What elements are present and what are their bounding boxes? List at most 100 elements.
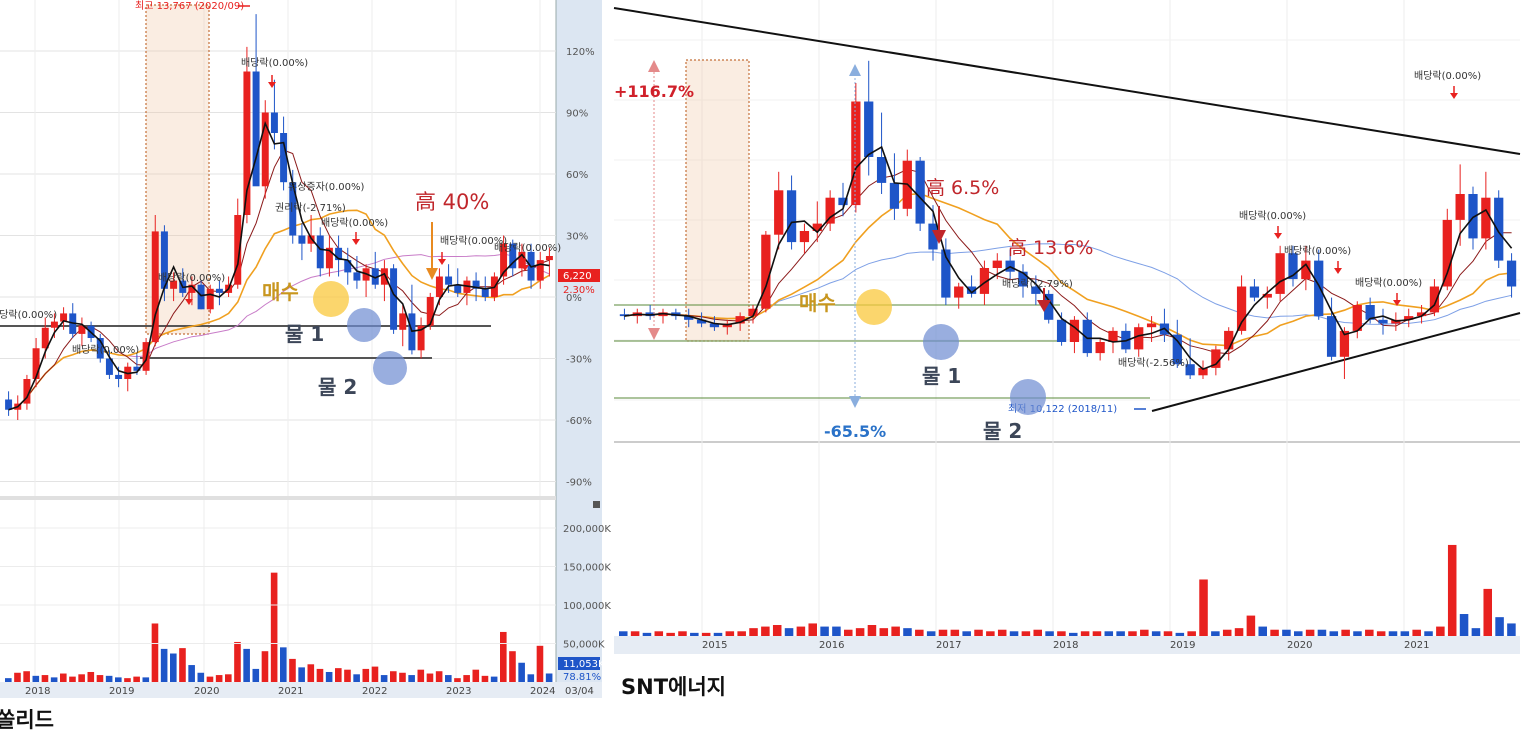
right-volume-bar [1317,629,1327,636]
left-volume-bar [206,676,214,682]
right-candle-body [992,260,1002,268]
right-candle-body [786,190,797,243]
right-volume-bar [1080,631,1090,636]
right-volume-bar [1211,631,1220,636]
right-candle-body [1404,316,1414,320]
left-volume-bar [298,667,305,682]
right-pct-down: -65.5% [824,422,886,441]
left-volume-bar [289,658,296,682]
right-volume-bar [1424,631,1433,636]
left-volume-bar [170,653,177,682]
right-dividend-arrow-head [1274,233,1282,239]
right-ma-short [624,168,1512,355]
left-x-tick-label: 2020 [194,686,219,697]
left-candle-body [289,182,297,236]
right-dividend-arrow-head [1393,300,1401,306]
right-volume-bar [1305,629,1315,636]
right-highlight-box [685,59,750,342]
right-volume-bar [1199,579,1208,636]
right-candle-body [1301,260,1311,280]
left-dividend-label: 배당락(0.00%) [72,344,139,356]
right-candle-body [889,182,900,209]
left-candle-body [316,235,324,269]
left-dividend-label: 배당락(0.00%) [0,309,57,321]
left-volume-bar [454,678,461,682]
left-volume-bar [188,665,195,682]
right-volume-bar [666,632,675,636]
left-volume-bar [234,641,241,682]
left-candle-body [215,288,223,293]
right-dividend-neg2: 배당락(-2.56%) [1118,357,1189,369]
right-candle-body [966,286,977,294]
right-candle-body [1506,260,1517,287]
left-volume-bar [307,664,315,682]
right-volume-bar [1495,617,1504,636]
right-volume-bar [784,628,794,636]
right-pct-up: +116.7% [614,82,694,101]
left-dividend-arrow-head [438,259,446,265]
right-dividend-label: 배당락(0.00%) [1355,277,1422,289]
left-volume-bar [270,572,278,682]
right-volume-bar [1140,629,1149,636]
right-candle-body [941,249,951,298]
left-volume-bar [280,647,287,682]
left-volume-bar [151,623,159,682]
left-volume-bar [435,671,443,682]
left-y-tick-label: 60% [566,170,588,181]
right-dividend-arrow-head [1334,268,1342,274]
left-volume-bar [509,651,516,682]
left-volume-bar [261,651,269,682]
right-volume-bar [1270,629,1279,636]
right-dividend-neg: 배당락(-2.79%) [1002,278,1073,290]
right-candle-body [928,223,938,250]
right-candle-body [864,101,874,157]
left-volume-bar [243,648,250,682]
right-dividend-label: 배당락(0.00%) [1239,210,1306,222]
left-volume-bar [142,677,150,682]
right-volume-bar [1104,631,1114,636]
right-volume-bar [1459,614,1469,636]
left-water2-marker [373,351,407,385]
right-volume-bar [820,626,829,636]
right-candle-body [1481,197,1491,239]
left-y-tick-label: 90% [566,109,588,120]
right-volume-bar [1163,631,1173,636]
right-volume-bar [1128,631,1137,636]
right-candle-body [1339,330,1350,357]
right-volume-bar [1341,629,1350,636]
left-price-badge-text: 6,220 [563,271,592,282]
right-volume-bar [1092,631,1102,636]
left-candle-body [545,256,553,261]
right-candle-body [1236,286,1247,331]
right-candle-body [696,319,707,324]
right-candle-body [825,197,835,224]
left-volume-bar [50,677,58,682]
right-x-tick-label: 2017 [936,640,961,651]
left-volume-bar [463,675,470,682]
right-candle-body [1416,312,1427,317]
right-buy-label: 매수 [799,291,836,315]
left-candle-body [96,338,104,359]
right-candle-body [1172,334,1182,365]
left-water1-label: 물 1 [285,322,324,346]
left-candle-body [32,348,40,379]
left-volume-bar [14,672,21,682]
right-candle-body [1262,293,1272,298]
right-volume-bar [832,626,841,636]
left-volume-bar [545,673,553,682]
left-price-badge [558,269,600,282]
left-candle-body [380,268,388,285]
right-resistance-line [613,7,1521,155]
right-volume-bar [926,631,936,636]
right-volume-bar [1376,631,1386,636]
left-x-tick-label: 2021 [278,686,303,697]
right-volume-bar [1365,629,1374,636]
left-capital-label: 유상증자(0.00%) [288,181,364,193]
left-volume-bar [60,673,67,682]
right-x-tick-label: 2021 [1404,640,1429,651]
right-panel-label: SNT에너지 [621,675,726,699]
right-volume-bar [986,631,995,636]
right-support-trend [1151,312,1521,412]
left-volume-bar [316,668,324,682]
left-candle-body [353,272,361,281]
